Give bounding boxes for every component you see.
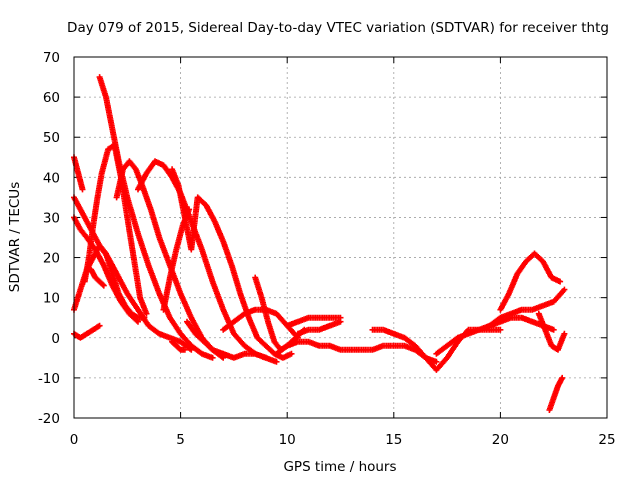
y-tick-labels: -20 -10 0 10 20 30 40 50 60 70	[38, 50, 60, 427]
data-point	[559, 374, 566, 381]
series-arc-20	[497, 250, 564, 313]
series-arc-12	[184, 318, 280, 365]
x-tick-label: 10	[279, 432, 296, 448]
data-point	[96, 322, 103, 329]
x-tick-label: 0	[70, 432, 79, 448]
series-arc-21	[486, 286, 568, 329]
x-tick-label: 25	[598, 432, 615, 448]
data-series	[71, 74, 568, 413]
data-point	[288, 350, 295, 357]
series-arc-17	[294, 318, 344, 337]
series-arc-22	[535, 310, 568, 353]
series-arc-08	[113, 158, 227, 361]
data-point	[561, 330, 568, 337]
y-tick-label: 20	[43, 251, 60, 267]
data-point	[337, 318, 344, 325]
y-tick-label: 40	[43, 170, 60, 186]
series-arc-24	[88, 266, 107, 289]
series-arc-02	[71, 154, 86, 193]
data-point	[181, 346, 188, 353]
y-tick-label: 30	[43, 210, 60, 226]
series-arc-13	[220, 306, 301, 341]
y-tick-label: 50	[43, 130, 60, 146]
plot-frame	[73, 56, 608, 419]
chart-title: Day 079 of 2015, Sidereal Day-to-day VTE…	[67, 20, 609, 36]
data-point	[557, 278, 564, 285]
y-tick-label: 10	[43, 291, 60, 307]
x-tick-label: 5	[176, 432, 185, 448]
data-point	[143, 310, 150, 317]
x-tick-label: 20	[492, 432, 509, 448]
x-axis-label: GPS time / hours	[283, 459, 396, 475]
y-tick-label: 0	[51, 331, 60, 347]
series-arc-16	[273, 338, 440, 365]
data-point	[209, 354, 216, 361]
series-arc-15	[284, 314, 344, 329]
axis-ticks	[73, 56, 608, 419]
data-point	[433, 358, 440, 365]
data-point	[497, 326, 504, 333]
data-point	[550, 326, 557, 333]
data-point	[561, 286, 568, 293]
series-arc-01	[71, 322, 103, 341]
series-arc-11	[160, 206, 193, 313]
data-point	[99, 281, 106, 288]
y-tick-label: -20	[38, 411, 60, 427]
data-point	[100, 282, 107, 289]
series-arc-25	[169, 338, 188, 353]
series-arc-18	[369, 326, 504, 373]
y-tick-label: -10	[38, 371, 60, 387]
x-tick-label: 15	[385, 432, 402, 448]
data-point	[186, 206, 193, 213]
series-arc-23	[546, 374, 566, 413]
y-tick-label: 60	[43, 90, 60, 106]
y-axis-label: SDTVAR / TECUs	[7, 182, 23, 292]
y-tick-label: 70	[43, 50, 60, 66]
data-point	[273, 358, 280, 365]
data-point	[79, 186, 86, 193]
data-point	[141, 314, 148, 321]
x-tick-labels: 0 5 10 15 20 25	[70, 432, 616, 448]
grid	[74, 57, 607, 418]
